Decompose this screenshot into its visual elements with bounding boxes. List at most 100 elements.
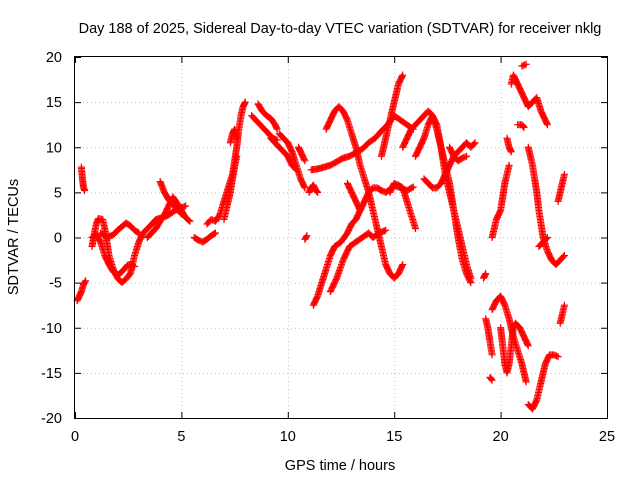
- y-tick-label: 0: [54, 231, 62, 247]
- x-tick-label: 15: [386, 429, 402, 445]
- series-g: [156, 178, 185, 218]
- series-m: [254, 100, 281, 133]
- series-an: [524, 143, 568, 269]
- data-point: [301, 184, 309, 192]
- data-point: [543, 121, 551, 129]
- y-tick-labels: 20 15 10 5 0 -5 -10 -15 -20: [41, 50, 62, 427]
- series-af: [486, 373, 496, 384]
- y-tick-label: -5: [49, 276, 62, 292]
- x-tick-labels: 0 5 10 15 20 25: [71, 429, 615, 445]
- data-point: [560, 252, 568, 260]
- series-k: [226, 125, 241, 147]
- series-ah: [488, 161, 513, 241]
- data-point: [233, 152, 241, 160]
- data-point: [524, 341, 532, 349]
- series-aq: [554, 170, 568, 205]
- series-ap: [524, 351, 562, 413]
- data-point: [463, 152, 471, 160]
- data-point: [471, 139, 479, 147]
- data-point: [467, 274, 475, 282]
- data-point: [185, 216, 193, 224]
- series-j: [220, 152, 241, 223]
- data-point: [408, 184, 416, 192]
- data-point: [542, 235, 550, 243]
- data-point: [519, 122, 527, 130]
- data-point: [82, 277, 90, 285]
- y-tick-label: 20: [46, 50, 62, 66]
- series-am: [518, 60, 530, 70]
- series-t: [309, 181, 417, 309]
- series-w: [343, 179, 364, 214]
- series-ar: [556, 301, 568, 327]
- data-point: [399, 261, 407, 269]
- series-h: [190, 229, 219, 246]
- x-tick-label: 20: [493, 429, 509, 445]
- data-point: [461, 153, 469, 161]
- data-markers: [73, 60, 568, 413]
- data-point: [300, 183, 308, 191]
- plot-frame: [74, 56, 608, 419]
- data-point: [81, 278, 89, 286]
- series-ao: [535, 234, 551, 251]
- y-tick-label: -20: [41, 411, 62, 427]
- x-axis-label: GPS time / hours: [285, 458, 395, 474]
- series-p: [294, 143, 309, 165]
- data-point: [241, 98, 249, 106]
- data-point: [210, 230, 218, 238]
- series-x: [377, 71, 407, 160]
- data-point: [522, 378, 530, 386]
- data-point: [409, 183, 417, 191]
- data-point: [134, 228, 142, 236]
- data-point: [560, 301, 568, 309]
- data-point: [182, 202, 190, 210]
- data-point: [398, 262, 406, 270]
- data-point: [356, 205, 364, 213]
- data-point: [520, 123, 528, 131]
- data-point: [488, 376, 496, 384]
- series-ad: [480, 270, 490, 282]
- data-point: [560, 170, 568, 178]
- data-point: [81, 187, 89, 195]
- data-point: [543, 234, 551, 241]
- y-axis-label: SDTVAR / TECUs: [6, 179, 22, 295]
- axis-ticks: [75, 57, 608, 419]
- data-point: [522, 60, 530, 68]
- series-a: [73, 277, 90, 305]
- data-point: [554, 353, 562, 361]
- chart-title: Day 188 of 2025, Sidereal Day-to-day VTE…: [79, 21, 602, 37]
- data-point: [505, 161, 513, 169]
- series-aa: [411, 112, 475, 282]
- data-point: [382, 226, 390, 234]
- data-point: [177, 209, 185, 217]
- data-point: [411, 224, 419, 232]
- data-point: [273, 125, 281, 133]
- data-point: [559, 253, 567, 261]
- y-tick-label: -15: [41, 366, 62, 382]
- data-point: [553, 352, 561, 360]
- series-u: [322, 103, 407, 282]
- y-tick-label: 15: [46, 95, 62, 111]
- data-point: [521, 61, 529, 69]
- data-point: [470, 140, 478, 148]
- series-v: [326, 226, 390, 296]
- data-point: [233, 134, 241, 142]
- data-point: [314, 188, 322, 196]
- data-point: [211, 229, 219, 237]
- series-ak: [507, 71, 551, 129]
- data-point: [186, 217, 194, 225]
- y-tick-label: 5: [54, 185, 62, 201]
- series-y: [386, 179, 419, 232]
- series-aj: [503, 134, 515, 156]
- data-point: [302, 233, 310, 241]
- x-tick-label: 0: [71, 429, 79, 445]
- data-point: [356, 206, 364, 214]
- series-e: [97, 219, 143, 241]
- series-ac: [446, 143, 471, 165]
- data-point: [303, 232, 311, 240]
- x-tick-label: 10: [280, 429, 296, 445]
- series-q: [305, 181, 322, 196]
- series-s: [301, 232, 311, 243]
- series-d: [88, 231, 139, 279]
- data-point: [482, 270, 490, 278]
